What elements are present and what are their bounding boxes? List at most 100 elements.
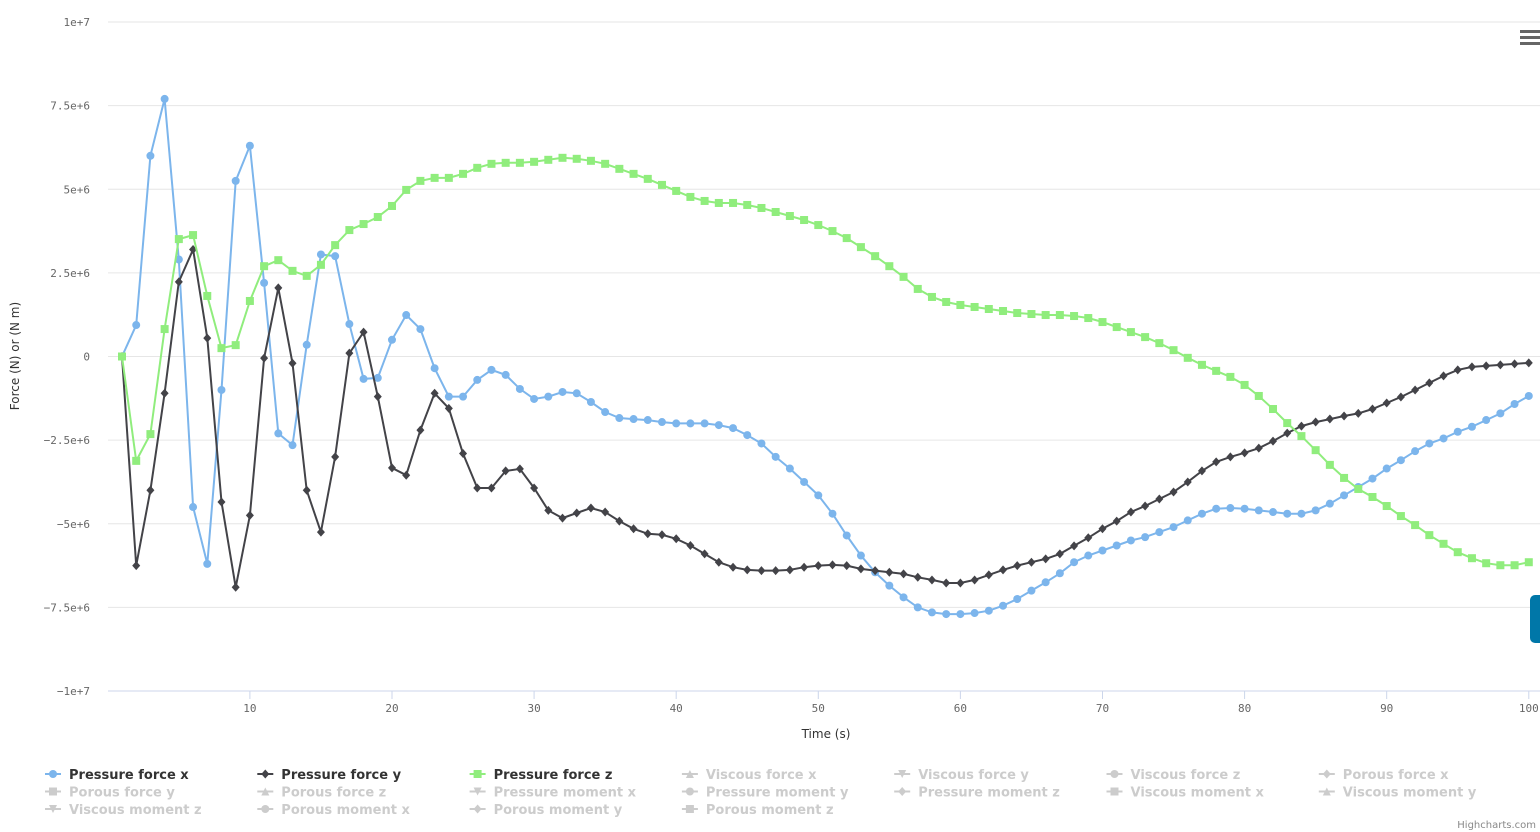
data-point: [771, 207, 780, 216]
legend-item-porous-moment-x[interactable]: Porous moment x: [257, 803, 410, 818]
data-point: [1382, 502, 1391, 511]
data-point: [785, 464, 794, 473]
data-point: [217, 497, 226, 507]
x-axis-title: Time (s): [801, 727, 851, 741]
data-point: [260, 278, 269, 287]
data-point: [629, 524, 638, 534]
legend-item-pressure-moment-x[interactable]: Pressure moment x: [469, 786, 637, 801]
data-point: [814, 561, 823, 571]
data-point: [842, 531, 851, 540]
data-point: [1041, 554, 1050, 564]
legend-label: Pressure force y: [281, 768, 401, 783]
legend-label: Viscous force x: [706, 768, 817, 783]
data-point: [1112, 323, 1121, 332]
legend-item-pressure-moment-z[interactable]: Pressure moment z: [894, 786, 1060, 801]
data-point: [331, 452, 340, 462]
data-point: [146, 430, 155, 439]
data-point: [316, 527, 325, 537]
y-tick-label: 2.5e+6: [50, 267, 90, 280]
legend-item-porous-force-y[interactable]: Porous force y: [45, 786, 175, 801]
data-point: [885, 581, 894, 590]
data-point: [1013, 561, 1022, 571]
data-point: [501, 370, 510, 379]
legend-item-porous-force-z[interactable]: Porous force z: [257, 786, 386, 801]
data-point: [700, 549, 709, 559]
legend-item-pressure-force-y[interactable]: Pressure force y: [257, 768, 402, 783]
legend-label: Pressure moment x: [494, 786, 637, 801]
data-point: [260, 353, 269, 363]
data-point: [1269, 405, 1278, 414]
data-point: [601, 159, 610, 168]
data-point: [1254, 506, 1263, 515]
legend-item-viscous-force-z[interactable]: Viscous force z: [1106, 768, 1241, 783]
data-point: [1439, 371, 1448, 381]
legend-item-viscous-force-x[interactable]: Viscous force x: [681, 768, 817, 783]
legend-item-pressure-force-x[interactable]: Pressure force x: [45, 768, 189, 783]
legend-symbol-icon: [49, 805, 57, 813]
legend-label: Pressure force z: [494, 768, 613, 783]
data-point: [1226, 372, 1235, 381]
data-point: [245, 296, 254, 305]
series-pressure-force-z: [118, 153, 1533, 570]
data-point: [1027, 557, 1036, 567]
data-point: [1155, 339, 1164, 348]
data-point: [970, 575, 979, 585]
data-point: [899, 569, 908, 579]
data-point: [1141, 333, 1150, 342]
data-point: [743, 200, 752, 209]
data-point: [359, 220, 368, 229]
data-point: [416, 176, 425, 185]
data-point: [288, 358, 297, 368]
data-point: [515, 158, 524, 167]
data-point: [1126, 536, 1135, 545]
data-point: [231, 176, 240, 185]
data-point: [515, 384, 524, 393]
data-point: [260, 262, 269, 271]
legend-symbol-icon: [898, 787, 907, 796]
legend-item-viscous-moment-x[interactable]: Viscous moment x: [1106, 786, 1265, 801]
data-point: [558, 387, 567, 396]
data-point: [1425, 531, 1434, 540]
legend-item-viscous-moment-z[interactable]: Viscous moment z: [45, 803, 202, 818]
data-point: [629, 169, 638, 178]
data-point: [473, 375, 482, 384]
data-point: [245, 510, 254, 520]
data-point: [1070, 558, 1079, 567]
legend-item-porous-force-x[interactable]: Porous force x: [1318, 768, 1449, 783]
data-point: [1027, 586, 1036, 595]
data-point: [871, 252, 880, 261]
menu-icon[interactable]: [1520, 30, 1540, 45]
data-point: [1197, 360, 1206, 369]
data-point: [189, 231, 198, 240]
legend-item-viscous-moment-y[interactable]: Viscous moment y: [1318, 786, 1477, 801]
data-point: [615, 516, 624, 526]
data-point: [274, 429, 283, 438]
legend-item-pressure-moment-y[interactable]: Pressure moment y: [681, 786, 849, 801]
data-point: [1013, 309, 1022, 318]
legend-item-pressure-force-z[interactable]: Pressure force z: [469, 768, 613, 783]
side-button[interactable]: [1530, 595, 1540, 643]
legend-symbol-icon: [261, 787, 270, 796]
data-point: [544, 505, 553, 515]
data-point: [174, 277, 183, 287]
data-point: [984, 570, 993, 580]
data-point: [430, 388, 439, 398]
data-point: [373, 392, 382, 402]
data-point: [1482, 559, 1491, 568]
data-point: [1467, 554, 1476, 563]
data-point: [288, 441, 297, 450]
data-point: [1084, 551, 1093, 560]
data-point: [1126, 507, 1135, 517]
data-point: [1283, 419, 1292, 428]
data-point: [430, 364, 439, 373]
data-point: [1496, 360, 1505, 370]
x-tick-label: 100: [1519, 702, 1539, 715]
data-point: [686, 192, 695, 201]
data-point: [501, 158, 510, 167]
data-point: [1212, 457, 1221, 467]
credits-link[interactable]: Highcharts.com: [1457, 820, 1536, 831]
legend-item-porous-moment-z[interactable]: Porous moment z: [681, 803, 834, 818]
legend-item-viscous-force-y[interactable]: Viscous force y: [894, 768, 1029, 783]
data-point: [999, 601, 1008, 610]
legend-item-porous-moment-y[interactable]: Porous moment y: [469, 803, 623, 818]
